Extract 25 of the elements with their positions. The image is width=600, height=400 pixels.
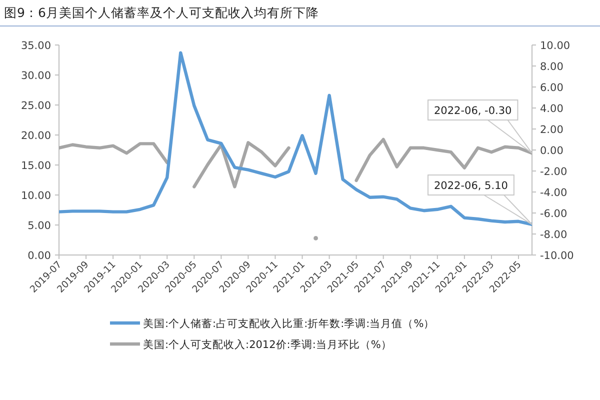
y2-tick-label: 0.00 [540, 145, 564, 157]
y-tick-label: 20.00 [20, 130, 51, 142]
chart-title: 图9：6月美国个人储蓄率及个人可支配收入均有所下降 [4, 5, 319, 20]
y2-tick-label: -4.00 [540, 187, 568, 199]
y-tick-label: 5.00 [28, 220, 51, 232]
y2-tick-label: -2.00 [540, 166, 568, 178]
line-series [59, 51, 532, 226]
legend-label: 美国:个人储蓄:占可支配收入比重:折年数:季调:当月值（%） [143, 317, 435, 330]
y-tick-label: 0.00 [28, 250, 51, 262]
y2-tick-label: -10.00 [540, 250, 574, 262]
annotation: 2022-06, 5.10 [434, 180, 508, 192]
y-tick-label: 25.00 [20, 100, 51, 112]
y-tick-label: 15.00 [20, 160, 51, 172]
y2-tick-label: 4.00 [540, 103, 564, 115]
y2-tick-label: 8.00 [540, 61, 564, 73]
y-tick-label: 30.00 [20, 70, 51, 82]
y-tick-label: 10.00 [20, 190, 51, 202]
y2-tick-label: 6.00 [540, 82, 564, 94]
y2-tick-label: 2.00 [540, 124, 564, 136]
y2-tick-label: 10.00 [540, 40, 570, 52]
annotation: 2022-06, -0.30 [434, 105, 512, 117]
legend-label: 美国:个人可支配收入:2012价:季调:当月环比（%） [143, 338, 392, 351]
y2-tick-label: -6.00 [540, 208, 568, 220]
y-tick-label: 35.00 [20, 40, 51, 52]
y2-tick-label: -8.00 [540, 229, 568, 241]
